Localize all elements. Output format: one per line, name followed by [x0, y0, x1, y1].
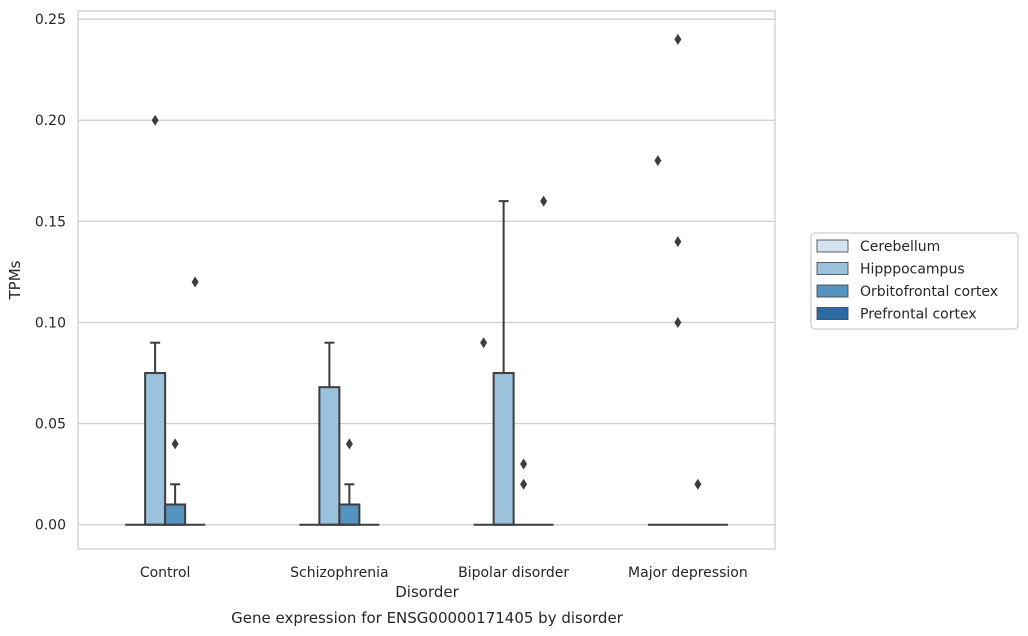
outlier-point: [480, 337, 488, 349]
box-body: [318, 386, 341, 526]
outlier-point: [694, 478, 702, 490]
box-cerebellum: [647, 155, 668, 526]
box-orbitofrontal-cortex: [338, 438, 361, 526]
outlier-point: [151, 114, 159, 126]
legend-item: Orbitofrontal cortex: [816, 284, 998, 300]
box-prefrontal-cortex: [185, 276, 206, 526]
legend-swatch: [816, 262, 849, 275]
x-tick-label: Schizophrenia: [290, 565, 388, 581]
chart-caption: Gene expression for ENSG00000171405 by d…: [231, 609, 624, 627]
y-tick-label: 0.05: [35, 417, 66, 433]
y-tick-label: 0.15: [35, 214, 66, 230]
x-tick-label: Bipolar disorder: [458, 565, 569, 581]
box-cerebellum: [473, 337, 494, 526]
y-axis-label: TPMs: [6, 260, 24, 300]
x-tick-label: Control: [140, 565, 191, 581]
boxes: [125, 33, 728, 526]
box-orbitofrontal-cortex: [687, 478, 708, 526]
y-tick-label: 0.20: [35, 113, 66, 129]
box-prefrontal-cortex: [533, 195, 554, 526]
legend-item: Hipppocampus: [816, 262, 965, 278]
x-tick-labels: Control Schizophrenia Bipolar disorder Majo…: [140, 565, 748, 581]
legend-label: Cerebellum: [860, 239, 940, 255]
outlier-point: [520, 458, 528, 470]
box-hipppocampus: [144, 114, 167, 526]
legend-item: Cerebellum: [816, 239, 940, 255]
plot-frame: [77, 10, 776, 550]
legend-swatch: [816, 307, 849, 320]
outlier-point: [191, 276, 199, 288]
box-hipppocampus: [492, 200, 515, 526]
outlier-point: [345, 438, 353, 450]
legend-item: Prefrontal cortex: [816, 307, 977, 323]
legend-label: Orbitofrontal cortex: [860, 284, 998, 300]
outlier-point: [171, 438, 179, 450]
outlier-point: [520, 478, 528, 490]
legend-swatch: [816, 284, 849, 298]
y-tick-label: 0.10: [35, 315, 66, 331]
box-orbitofrontal-cortex: [513, 458, 534, 526]
box-orbitofrontal-cortex: [164, 438, 187, 526]
box-hipppocampus: [318, 341, 341, 526]
x-axis-label: Disorder: [395, 583, 459, 601]
box-body: [492, 372, 515, 526]
outlier-point: [654, 155, 662, 167]
box-body: [338, 503, 361, 526]
legend-box: [810, 232, 1019, 330]
outlier-point: [540, 195, 548, 207]
box-body: [144, 372, 167, 526]
legend-swatch: [816, 239, 849, 253]
legend-label: Hipppocampus: [860, 262, 965, 278]
y-tick-label: 0.25: [35, 12, 66, 28]
y-tick-labels: 0.00 0.05 0.10 0.15 0.20 0.25: [35, 12, 66, 534]
box-hipppocampus: [667, 33, 688, 526]
box-body: [164, 503, 187, 526]
outlier-point: [674, 33, 682, 45]
outlier-point: [674, 236, 682, 248]
outlier-point: [674, 316, 682, 328]
legend: Cerebellum Hipppocampus Orbitofrontal cort…: [810, 232, 1019, 330]
y-tick-label: 0.00: [35, 518, 66, 534]
x-tick-label: Major depression: [628, 565, 748, 581]
legend-label: Prefrontal cortex: [860, 307, 977, 323]
